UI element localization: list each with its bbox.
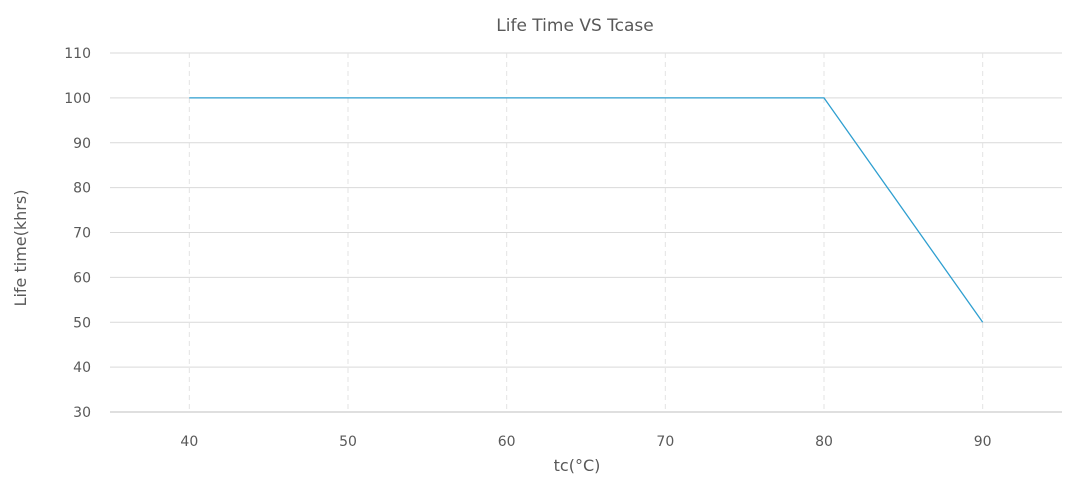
y-tick-label: 80 [73,181,91,197]
chart-title: Life Time VS Tcase [496,16,653,36]
y-tick-label: 70 [73,226,91,242]
x-axis-label: tc(°C) [554,456,601,475]
x-tick-label: 40 [180,434,198,450]
series-line [189,97,984,323]
x-tick-label: 60 [498,434,516,450]
y-tick-label: 60 [73,270,91,286]
y-tick-label: 90 [73,136,91,152]
y-tick-label: 40 [73,360,91,376]
y-tick-label: 110 [64,46,91,62]
y-tick-label: 100 [64,91,91,107]
y-axis-ticks: 30 40 50 60 70 80 90 100 110 [64,46,91,421]
x-axis-ticks: 40 50 60 70 80 90 [180,434,991,450]
y-tick-label: 30 [73,405,91,421]
x-tick-label: 50 [339,434,357,450]
x-tick-label: 70 [656,434,674,450]
y-axis-label: Life time(khrs) [11,190,30,307]
y-tick-label: 50 [73,315,91,331]
x-tick-label: 80 [815,434,833,450]
series-group [189,97,984,323]
x-tick-label: 90 [974,434,992,450]
